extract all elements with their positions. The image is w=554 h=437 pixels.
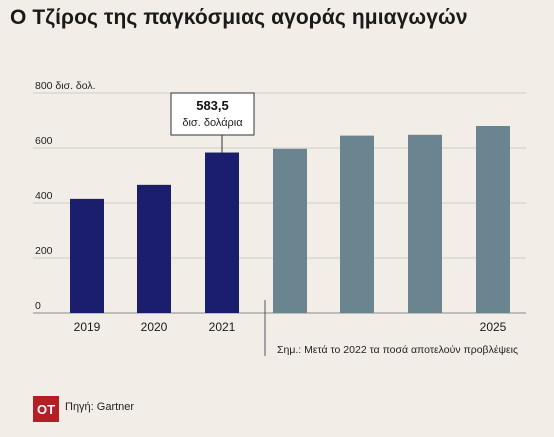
publisher-logo: ΟΤ [33, 396, 59, 422]
callout-unit: δισ. δολάρια [182, 117, 243, 129]
bar-2024 [408, 134, 442, 313]
y-tick-label: 600 [35, 135, 53, 147]
y-tick-label: 0 [35, 300, 41, 312]
x-tick-label: 2025 [480, 320, 507, 334]
bar-2020 [137, 184, 171, 313]
y-tick-label: 200 [35, 245, 53, 257]
bar-2023 [340, 135, 374, 313]
forecast-note: Σημ.: Μετά το 2022 τα ποσά αποτελούν προ… [277, 344, 519, 356]
x-tick-label: 2019 [74, 320, 101, 334]
y-tick-label: 800 δισ. δολ. [35, 80, 96, 92]
bar-2021 [205, 152, 239, 313]
bar-2019 [70, 198, 104, 313]
chart-title: Ο Τζίρος της παγκόσμιας αγοράς ημιαγωγών [10, 6, 468, 29]
bar-2025 [476, 126, 510, 313]
callout-box [170, 92, 255, 136]
callout-value: 583,5 [196, 98, 229, 113]
x-tick-label: 2020 [141, 320, 168, 334]
y-tick-label: 400 [35, 190, 53, 202]
bar-2022 [273, 148, 307, 313]
x-tick-label: 2021 [209, 320, 236, 334]
source-label: Πηγή: Gartner [65, 401, 135, 413]
